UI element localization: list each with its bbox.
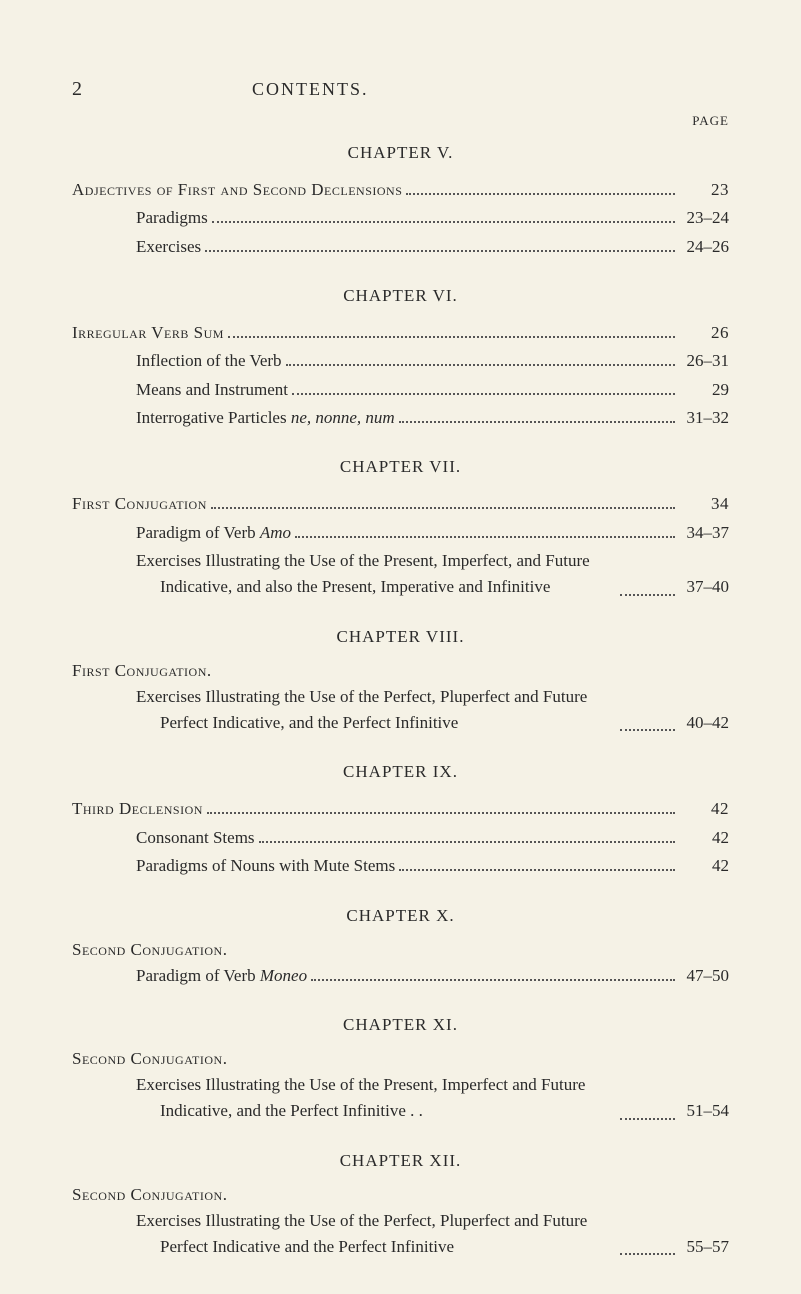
toc-page: 42 [679, 853, 729, 879]
leader-dots [399, 869, 675, 871]
leader-dots [286, 364, 675, 366]
toc-entry: Consonant Stems 42 [72, 825, 729, 851]
leader-dots [207, 812, 675, 814]
toc-label: Interrogative Particles ne, nonne, num [72, 405, 395, 431]
section-title: First Conjugation. [72, 661, 729, 681]
toc-label: Paradigms [72, 205, 208, 231]
leader-dots [620, 1253, 675, 1255]
toc-page: 34 [679, 491, 729, 517]
chapter-heading: CHAPTER X. [72, 906, 729, 926]
toc-page: 23–24 [679, 205, 729, 231]
chapter-heading: CHAPTER IX. [72, 762, 729, 782]
toc-label: Exercises [72, 234, 201, 260]
toc-page: 24–26 [679, 234, 729, 260]
page-column-label: PAGE [692, 113, 729, 129]
toc-page: 31–32 [679, 405, 729, 431]
toc-entry: Irregular Verb Sum 26 [72, 320, 729, 346]
toc-label: Irregular Verb Sum [72, 320, 224, 346]
leader-dots [211, 507, 675, 509]
toc-label: Exercises Illustrating the Use of the Pr… [96, 548, 616, 601]
toc-label: Exercises Illustrating the Use of the Pe… [96, 1208, 616, 1261]
leader-dots [620, 594, 675, 596]
toc-entry: Paradigm of Verb Amo 34–37 [72, 520, 729, 546]
leader-dots [295, 536, 675, 538]
toc-page: 42 [679, 796, 729, 822]
leader-dots [292, 393, 675, 395]
toc-entry: Interrogative Particles ne, nonne, num 31… [72, 405, 729, 431]
toc-label: Exercises Illustrating the Use of the Pe… [96, 684, 616, 737]
leader-dots [212, 221, 675, 223]
running-head: CONTENTS. [252, 79, 369, 100]
toc-entry: Exercises 24–26 [72, 234, 729, 260]
toc-page: 29 [679, 377, 729, 403]
leader-dots [311, 979, 675, 981]
leader-dots [228, 336, 675, 338]
toc-entry: Means and Instrument 29 [72, 377, 729, 403]
chapter-heading: CHAPTER XI. [72, 1015, 729, 1035]
leader-dots [205, 250, 675, 252]
toc-entry: Inflection of the Verb 26–31 [72, 348, 729, 374]
toc-page: 55–57 [679, 1234, 729, 1260]
page-number: 2 [72, 78, 252, 101]
leader-dots [620, 729, 675, 731]
toc-label: Paradigm of Verb Amo [72, 520, 291, 546]
leader-dots [259, 841, 675, 843]
toc-label: Paradigms of Nouns with Mute Stems [72, 853, 395, 879]
toc-page: 47–50 [679, 963, 729, 989]
toc-label: Exercises Illustrating the Use of the Pr… [96, 1072, 616, 1125]
toc-page: 42 [679, 825, 729, 851]
toc-entry: Paradigms of Nouns with Mute Stems 42 [72, 853, 729, 879]
table-of-contents: CHAPTER V. Adjectives of First and Second… [72, 143, 729, 1260]
toc-entry: Paradigm of Verb Moneo 47–50 [72, 963, 729, 989]
toc-label: Means and Instrument [72, 377, 288, 403]
leader-dots [620, 1118, 675, 1120]
section-title: Second Conjugation. [72, 940, 729, 960]
toc-page: 37–40 [679, 574, 729, 600]
section-title: Second Conjugation. [72, 1049, 729, 1069]
chapter-heading: CHAPTER VII. [72, 457, 729, 477]
toc-label: Paradigm of Verb Moneo [72, 963, 307, 989]
toc-entry: Paradigms 23–24 [72, 205, 729, 231]
chapter-heading: CHAPTER V. [72, 143, 729, 163]
chapter-heading: CHAPTER VIII. [72, 627, 729, 647]
leader-dots [399, 421, 675, 423]
toc-entry: First Conjugation 34 [72, 491, 729, 517]
toc-page: 26–31 [679, 348, 729, 374]
toc-page: 26 [679, 320, 729, 346]
toc-entry: Adjectives of First and Second Declensio… [72, 177, 729, 203]
toc-entry: Exercises Illustrating the Use of the Pr… [72, 1072, 729, 1125]
toc-label: First Conjugation [72, 491, 207, 517]
toc-label: Consonant Stems [72, 825, 255, 851]
toc-entry: Third Declension 42 [72, 796, 729, 822]
chapter-heading: CHAPTER XII. [72, 1151, 729, 1171]
toc-label: Inflection of the Verb [72, 348, 282, 374]
chapter-heading: CHAPTER VI. [72, 286, 729, 306]
toc-page: 34–37 [679, 520, 729, 546]
section-title: Second Conjugation. [72, 1185, 729, 1205]
toc-entry: Exercises Illustrating the Use of the Pe… [72, 684, 729, 737]
toc-entry: Exercises Illustrating the Use of the Pe… [72, 1208, 729, 1261]
toc-page: 23 [679, 177, 729, 203]
toc-entry: Exercises Illustrating the Use of the Pr… [72, 548, 729, 601]
toc-label: Adjectives of First and Second Declensio… [72, 177, 402, 203]
leader-dots [406, 193, 675, 195]
toc-label: Third Declension [72, 796, 203, 822]
toc-page: 40–42 [679, 710, 729, 736]
toc-page: 51–54 [679, 1098, 729, 1124]
